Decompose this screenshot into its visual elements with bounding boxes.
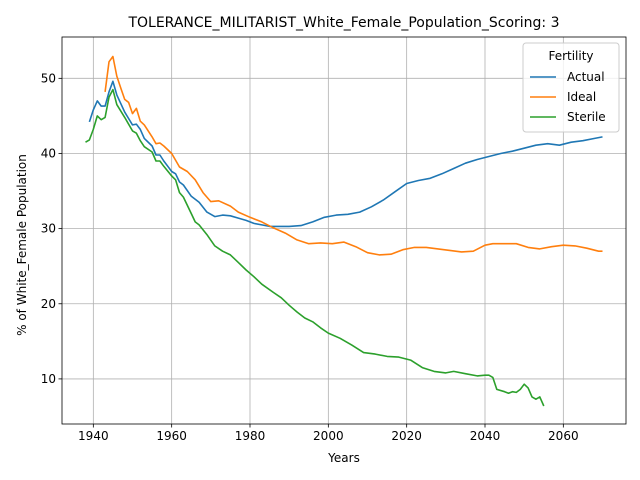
y-tick-label: 50: [41, 71, 56, 85]
legend: Fertility Actual Ideal Sterile: [522, 42, 620, 133]
x-axis-ticks: 1940 1960 1980 2000 2020 2040 2060: [78, 424, 579, 443]
chart-title: TOLERANCE_MILITARIST_White_Female_Popula…: [127, 15, 559, 31]
x-tick-label: 2060: [548, 429, 579, 443]
plot-frame: [61, 36, 627, 425]
x-tick-label: 1960: [156, 429, 187, 443]
x-tick-label: 2000: [313, 429, 344, 443]
series-line-ideal: [104, 55, 603, 256]
series-line-sterile: [85, 88, 545, 407]
y-axis-label: % of White_Female Population: [15, 154, 29, 336]
y-tick-label: 30: [41, 222, 56, 236]
series-lines: [85, 55, 603, 407]
x-tick-label: 2040: [470, 429, 501, 443]
y-axis-ticks: 10 20 30 40 50: [41, 71, 62, 386]
y-tick-label: 10: [41, 372, 56, 386]
legend-box: [522, 42, 620, 133]
grid-lines: [62, 37, 626, 424]
x-tick-label: 2020: [391, 429, 422, 443]
x-axis-label: Years: [327, 451, 360, 465]
legend-title: Fertility: [548, 49, 593, 63]
x-tick-label: 1980: [235, 429, 266, 443]
y-tick-label: 20: [41, 297, 56, 311]
legend-label-actual: Actual: [567, 70, 605, 84]
legend-label-sterile: Sterile: [567, 110, 606, 124]
x-tick-label: 1940: [78, 429, 109, 443]
series-line-actual: [88, 80, 603, 228]
legend-label-ideal: Ideal: [567, 90, 596, 104]
y-tick-label: 40: [41, 146, 56, 160]
